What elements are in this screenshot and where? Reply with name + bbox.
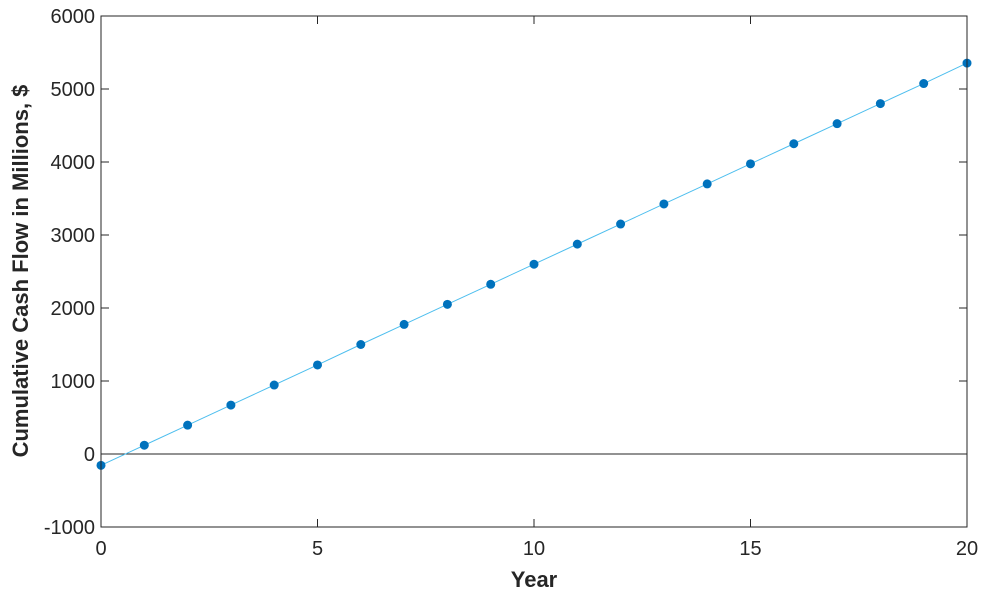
data-point (919, 79, 929, 89)
data-point (572, 239, 582, 249)
data-point (875, 99, 885, 109)
x-tick-label: 15 (739, 538, 761, 560)
y-axis-label: Cumulative Cash Flow in Millions, $ (8, 85, 33, 458)
x-tick-label: 5 (312, 538, 323, 560)
y-tick-label: 5000 (51, 79, 96, 101)
data-point (399, 319, 409, 329)
y-tick-label: 6000 (51, 6, 96, 28)
x-axis-label: Year (511, 567, 558, 591)
data-point (139, 440, 149, 450)
data-point (486, 279, 496, 289)
y-tick-label: 3000 (51, 225, 96, 247)
y-tick-label: 4000 (51, 152, 96, 174)
data-point (269, 380, 279, 390)
data-point (183, 420, 193, 430)
data-point (702, 179, 712, 189)
data-point (529, 259, 539, 269)
data-point (832, 119, 842, 129)
y-tick-label: 1000 (51, 371, 96, 393)
data-point (659, 199, 669, 209)
x-tick-label: 10 (523, 538, 545, 560)
data-point (746, 159, 755, 169)
y-tick-label: 2000 (51, 298, 96, 320)
data-point (226, 400, 236, 410)
x-tick-label: 20 (956, 538, 978, 560)
data-point (356, 340, 366, 349)
data-point (442, 299, 452, 309)
y-tick-label: -1000 (44, 517, 95, 539)
plot-area (101, 16, 967, 527)
data-point (313, 360, 322, 370)
y-tick-label: 0 (84, 444, 95, 466)
data-point (616, 219, 626, 229)
x-tick-label: 0 (95, 538, 106, 560)
data-point (789, 139, 799, 149)
